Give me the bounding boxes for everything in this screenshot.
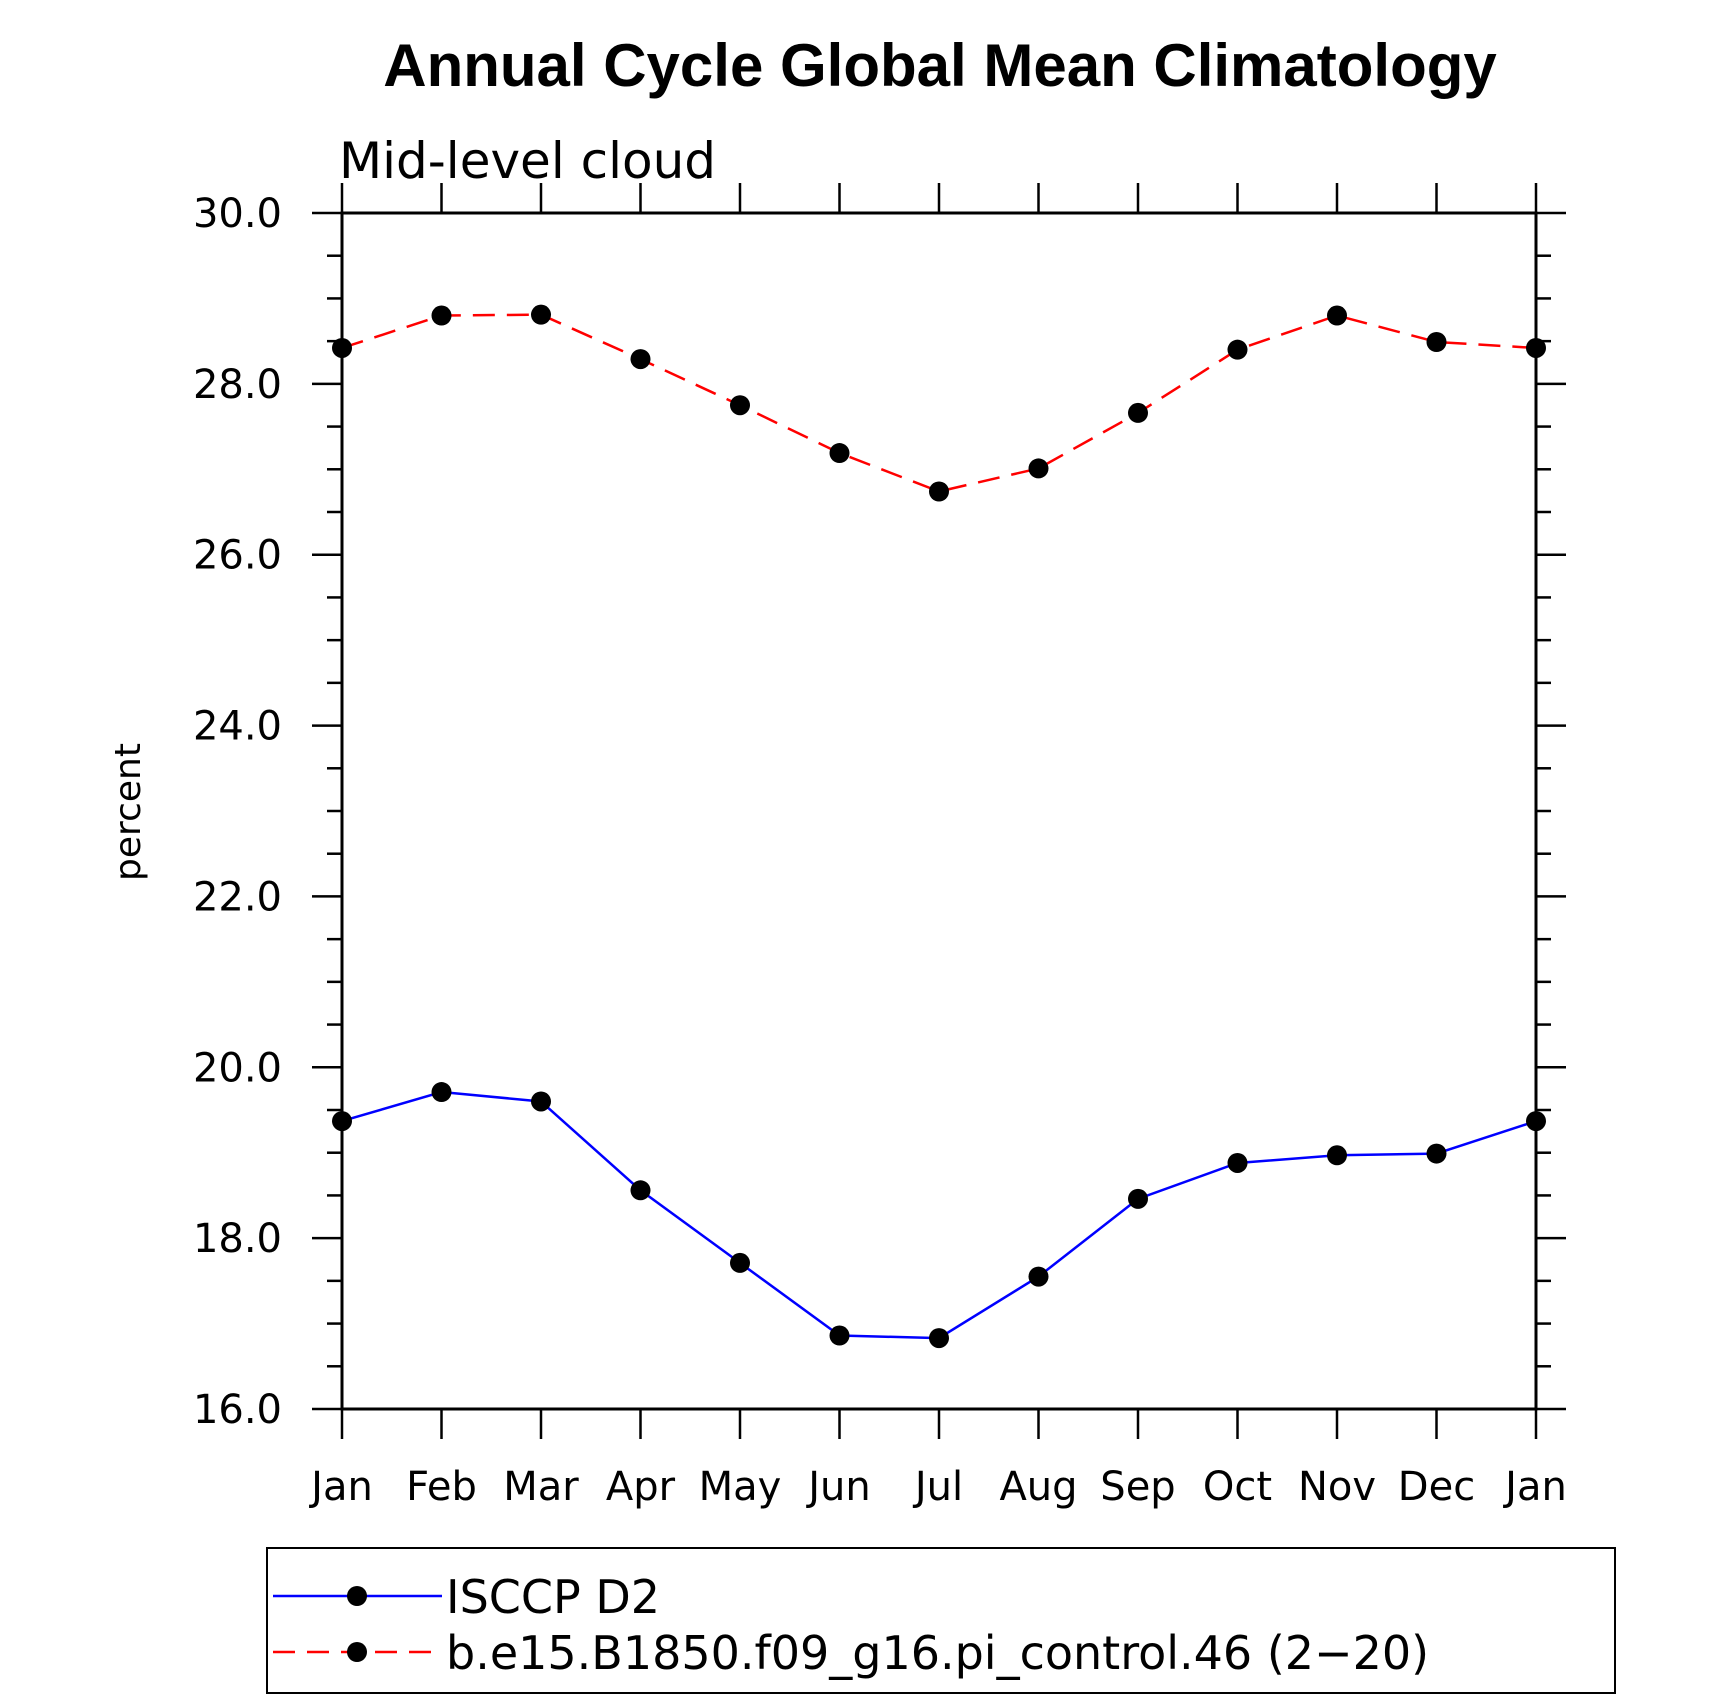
y-axis-label: percent — [108, 743, 149, 881]
chart-title: Annual Cycle Global Mean Climatology — [383, 32, 1497, 99]
y-tick-label: 22.0 — [193, 874, 282, 920]
legend-box — [266, 1547, 1616, 1694]
data-point — [630, 1180, 651, 1201]
x-tick-label: Aug — [999, 1464, 1077, 1510]
y-tick-label: 30.0 — [193, 191, 282, 237]
data-point — [929, 1328, 949, 1349]
series-line — [341, 1090, 1537, 1340]
series-2 — [332, 304, 1546, 502]
data-point — [1128, 402, 1148, 423]
x-tick-label: Jan — [308, 1464, 373, 1510]
data-point — [730, 395, 750, 416]
x-tick-label: Sep — [1100, 1464, 1175, 1510]
legend-label: ISCCP D2 — [446, 1570, 660, 1624]
data-point — [630, 349, 651, 370]
plot-frame — [340, 211, 1538, 1411]
data-point — [531, 1091, 551, 1112]
x-tick-labels: Jan Feb Mar Apr May Jun Jul Aug Sep Oct Nov Dec Jan — [308, 1464, 1567, 1510]
data-point — [1526, 337, 1546, 358]
data-point — [1227, 339, 1248, 360]
x-tick-label: Apr — [606, 1464, 676, 1510]
x-tick-label: Nov — [1298, 1464, 1376, 1510]
x-tick-label: May — [699, 1464, 782, 1510]
data-point — [332, 1111, 352, 1132]
data-point — [1128, 1188, 1148, 1209]
data-point — [829, 1325, 850, 1346]
y-tick-label: 24.0 — [193, 704, 282, 750]
data-point — [1227, 1152, 1248, 1173]
data-point — [431, 1082, 452, 1103]
series-1 — [332, 1082, 1546, 1349]
legend-marker — [347, 1642, 367, 1662]
y-tick-label: 20.0 — [193, 1045, 282, 1091]
x-tick-label: Jun — [805, 1464, 871, 1510]
data-point — [829, 443, 850, 464]
y-tick-labels: 16.0 18.0 20.0 22.0 24.0 26.0 28.0 30.0 — [193, 191, 282, 1433]
y-tick-label: 16.0 — [193, 1387, 282, 1433]
data-point — [1426, 1143, 1447, 1164]
x-tick-label: Mar — [503, 1464, 579, 1510]
x-tick-label: Dec — [1398, 1464, 1475, 1510]
data-point — [332, 337, 352, 358]
x-tick-label: Feb — [406, 1464, 477, 1510]
data-point — [1327, 1145, 1347, 1166]
x-tick-label: Jan — [1502, 1464, 1567, 1510]
x-tick-label: Jul — [912, 1464, 963, 1510]
series-layer — [332, 304, 1546, 1349]
y-tick-label: 18.0 — [193, 1216, 282, 1262]
data-point — [1327, 305, 1347, 326]
data-point — [730, 1252, 750, 1273]
legend-marker — [347, 1586, 367, 1606]
legend: ISCCP D2b.e15.B1850.f09_g16.pi_control.4… — [273, 1570, 1429, 1680]
data-point — [1028, 458, 1049, 479]
data-point — [1526, 1111, 1546, 1132]
data-point — [531, 304, 551, 325]
data-point — [929, 481, 949, 502]
data-point — [431, 305, 452, 326]
chart-subtitle: Mid-level cloud — [339, 132, 716, 190]
legend-label: b.e15.B1850.f09_g16.pi_control.46 (2−20) — [446, 1626, 1429, 1680]
series-line — [341, 313, 1537, 493]
y-tick-label: 28.0 — [193, 362, 282, 408]
x-tick-label: Oct — [1203, 1464, 1272, 1510]
axis-ticks — [312, 183, 1566, 1439]
y-tick-label: 26.0 — [193, 533, 282, 579]
data-point — [1028, 1266, 1049, 1287]
data-point — [1426, 331, 1447, 352]
